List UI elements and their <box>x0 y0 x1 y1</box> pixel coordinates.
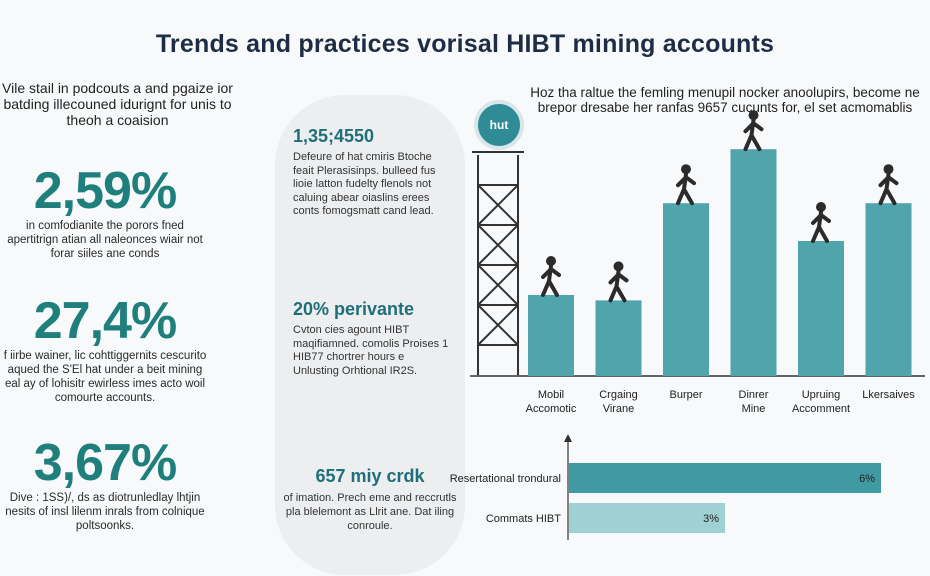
hbar-axis-arrow <box>564 434 572 442</box>
category-label: Crgaing Virane <box>599 389 638 415</box>
person-head <box>613 261 624 272</box>
chart-title: Hoz tha raltue the femling menupil nocke… <box>530 85 920 115</box>
category-label: Burper <box>669 389 702 401</box>
person-body <box>811 210 831 243</box>
middle-block: 20% perivante Cvton cies agount HIBT maq… <box>293 298 453 378</box>
hbar <box>569 503 725 533</box>
category-label-line: Crgaing <box>599 389 638 401</box>
category-label-line: Burper <box>669 389 702 401</box>
middle-text: Defeure of hat cmiris Btoche feait Plera… <box>293 151 436 217</box>
page-title: Trends and practices vorisal HIBT mining… <box>155 30 775 58</box>
bar <box>798 241 844 376</box>
hbar-label: Commats HIBT <box>486 513 561 525</box>
person-body <box>676 172 696 206</box>
stat-value: 2,59% <box>33 162 177 220</box>
middle-block: 657 miy crdk of imation. Prech eme and r… <box>275 465 465 533</box>
person-icon <box>541 256 561 297</box>
category-label-line: Upruing <box>802 389 841 401</box>
person-icon <box>676 164 696 206</box>
category-label-line: Lkersaives <box>862 389 915 401</box>
middle-heading: 20% perivante <box>293 299 415 319</box>
bar <box>730 149 777 376</box>
stat-block: 2,59% in comfodianite the porors fned ap… <box>0 163 210 261</box>
category-label: Mobil Accomotic <box>526 389 577 415</box>
middle-background <box>275 95 465 575</box>
stat-block: 27,4% f iirbe wainer, lic cohttiggernits… <box>0 293 210 405</box>
middle-heading: 1,35;4550 <box>293 126 375 146</box>
person-icon <box>743 110 764 152</box>
stat-value: 27,4% <box>33 292 177 350</box>
hbar-value-label: 3% <box>703 513 719 525</box>
stat-block: 3,67% Dive : 1SS)/, ds as diotrunledlay … <box>0 435 210 533</box>
category-label-line: Mobil <box>538 389 564 401</box>
category-label: Dinrer Mine <box>739 389 769 415</box>
person-body <box>541 264 561 297</box>
person-body <box>608 269 629 303</box>
category-label: Lkersaives <box>862 389 915 401</box>
person-body <box>743 118 764 152</box>
person-head <box>883 164 894 175</box>
person-icon <box>608 261 629 303</box>
scaffold-tower <box>472 151 524 375</box>
middle-text: Cvton cies agount HIBT maqifiamned. como… <box>293 324 449 377</box>
category-label-line: Dinrer <box>739 389 769 401</box>
category-label: Upruing Accomment <box>792 389 850 415</box>
person-body <box>878 172 899 206</box>
stat-description: f iirbe wainer, lic cohttiggernits cescu… <box>3 350 207 404</box>
middle-block: 1,35;4550 Defeure of hat cmiris Btoche f… <box>293 125 453 219</box>
person-head <box>816 202 826 212</box>
category-label-line: Mine <box>742 403 766 415</box>
hbar <box>569 463 881 493</box>
person-head <box>546 256 556 266</box>
stat-description: Dive : 1SS)/, ds as diotrunledlay lhtjin… <box>5 492 205 532</box>
middle-text: of imation. Prech eme and reccrutls pla … <box>283 492 457 532</box>
person-icon <box>878 164 899 206</box>
hibt-badge: hut <box>474 100 524 150</box>
person-head <box>681 164 691 175</box>
bar <box>528 295 574 376</box>
stat-value: 3,67% <box>33 434 177 492</box>
bar <box>595 300 642 376</box>
bar <box>663 203 709 376</box>
bar <box>865 203 912 376</box>
person-head <box>748 110 759 121</box>
stat-description: in comfodianite the porors fned apertitr… <box>7 220 203 260</box>
intro-text: Vile stail in podcouts a and pgaize ior … <box>2 80 233 128</box>
category-label-line: Virane <box>603 403 635 415</box>
person-icon <box>811 202 831 243</box>
middle-heading: 657 miy crdk <box>315 466 425 486</box>
category-label-line: Accomment <box>792 403 850 415</box>
hbar-label: Resertational trondural <box>450 473 561 485</box>
hbar-value-label: 6% <box>859 473 875 485</box>
category-label-line: Accomotic <box>526 403 577 415</box>
